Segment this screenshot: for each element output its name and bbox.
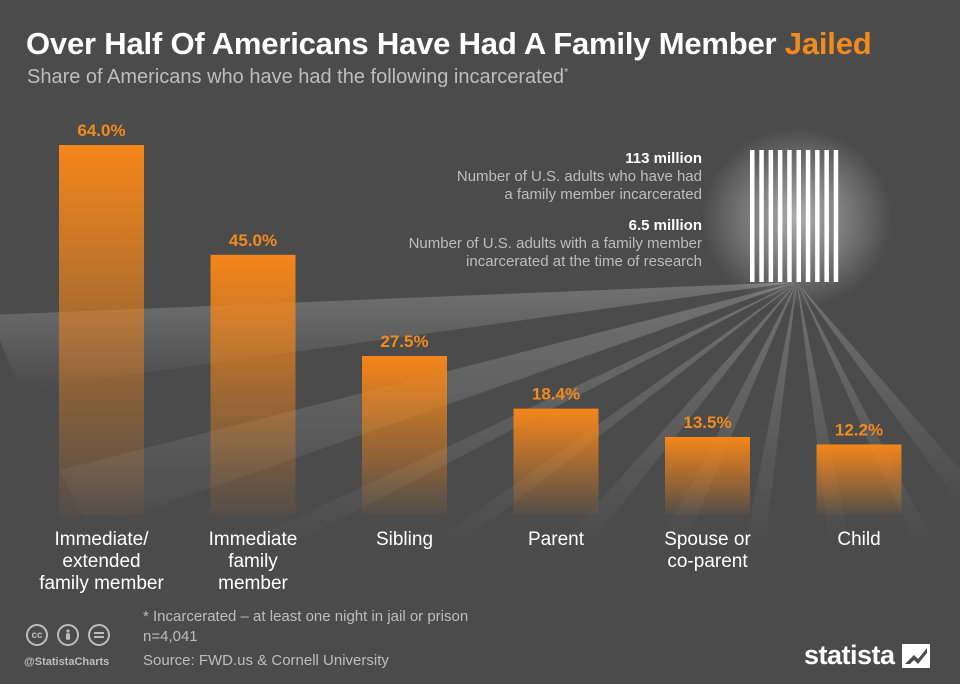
title-accent: Jailed — [784, 26, 872, 61]
value-label: 27.5% — [380, 332, 428, 351]
value-label: 12.2% — [835, 420, 883, 439]
window-bar — [796, 150, 801, 282]
category-label: Sibling — [376, 529, 433, 550]
sample-size: n=4,041 — [143, 628, 198, 645]
stat-current-desc-2: incarcerated at the time of research — [466, 253, 702, 270]
bar — [59, 145, 144, 515]
window-bar — [777, 150, 783, 282]
chart-subtitle: Share of Americans who have had the foll… — [27, 66, 569, 88]
category-label: Immediate — [209, 529, 298, 550]
stat-current-desc-1: Number of U.S. adults with a family memb… — [408, 235, 702, 252]
value-labels: 64.0% 45.0% 27.5% 18.4% 13.5% 12.2% — [77, 121, 883, 439]
bar — [210, 254, 296, 515]
window-bar — [815, 150, 820, 282]
stat-block-current: 6.5 million Number of U.S. adults with a… — [409, 217, 702, 271]
category-label: co-parent — [667, 551, 748, 572]
nd-icon — [88, 624, 110, 646]
light-ray — [0, 282, 797, 390]
asterisk-mark: * — [563, 66, 569, 79]
stat-total-desc-2: a family member incarcerated — [504, 186, 702, 203]
stat-current-value: 6.5 million — [628, 217, 702, 234]
light-ray — [560, 282, 797, 545]
statista-wordmark: statista — [804, 640, 895, 670]
statista-logo[interactable]: statista — [804, 640, 930, 671]
by-icon — [57, 624, 79, 646]
window-bar — [805, 150, 811, 282]
prison-bars-icon — [750, 150, 839, 282]
stat-total-desc-1: Number of U.S. adults who have had — [456, 168, 702, 185]
bar — [362, 356, 447, 515]
window-bar — [833, 150, 839, 282]
value-label: 18.4% — [532, 385, 580, 404]
bar — [665, 436, 750, 515]
twitter-handle[interactable]: @StatistaCharts — [24, 656, 110, 668]
license-icons[interactable]: cc — [26, 624, 110, 646]
footnote: * Incarcerated – at least one night in j… — [143, 607, 468, 647]
bars-group — [59, 145, 902, 515]
window-bar — [824, 150, 829, 282]
source: Source: FWD.us & Cornell University — [143, 652, 389, 669]
window-bar — [768, 150, 774, 282]
category-label: Immediate/ — [55, 529, 150, 550]
category-label: extended — [62, 551, 140, 572]
bar — [816, 444, 902, 515]
footnote-definition: * Incarcerated – at least one night in j… — [143, 608, 469, 625]
stat-total-value: 113 million — [625, 150, 702, 167]
category-label: member — [218, 573, 288, 594]
category-label: family member — [39, 573, 164, 594]
statista-logo-icon — [901, 643, 930, 668]
value-label: 45.0% — [229, 231, 277, 250]
category-label: Child — [837, 529, 880, 550]
category-label: Spouse or — [664, 529, 751, 550]
bar — [513, 408, 599, 515]
window-bar — [759, 150, 764, 282]
category-label: Parent — [528, 529, 585, 550]
stat-block-total: 113 million Number of U.S. adults who ha… — [457, 150, 702, 204]
cc-icon: cc — [26, 624, 48, 646]
window-bar — [787, 150, 792, 282]
category-label: family — [228, 551, 278, 572]
value-label: 13.5% — [683, 413, 731, 432]
chart-title: Over Half Of Americans Have Had A Family… — [26, 26, 872, 61]
light-ray — [745, 282, 797, 545]
value-label: 64.0% — [77, 121, 125, 140]
light-ray — [797, 282, 960, 505]
window-bar — [750, 150, 755, 282]
